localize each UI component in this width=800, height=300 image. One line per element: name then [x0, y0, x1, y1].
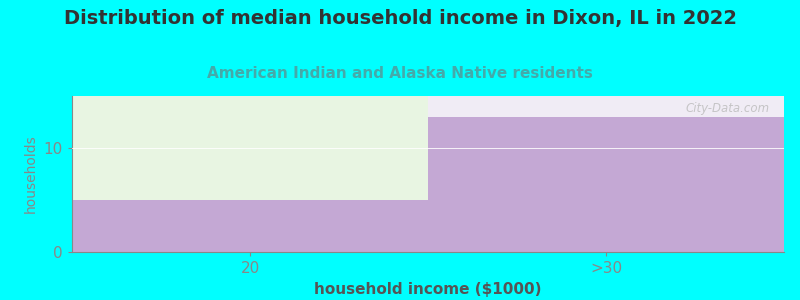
Bar [428, 117, 784, 252]
Bar [428, 96, 784, 117]
Text: City-Data.com: City-Data.com [686, 102, 770, 115]
Text: Distribution of median household income in Dixon, IL in 2022: Distribution of median household income … [63, 9, 737, 28]
Bar [72, 96, 428, 200]
Text: American Indian and Alaska Native residents: American Indian and Alaska Native reside… [207, 66, 593, 81]
X-axis label: household income ($1000): household income ($1000) [314, 282, 542, 297]
Bar [72, 200, 428, 252]
Y-axis label: households: households [24, 135, 38, 213]
